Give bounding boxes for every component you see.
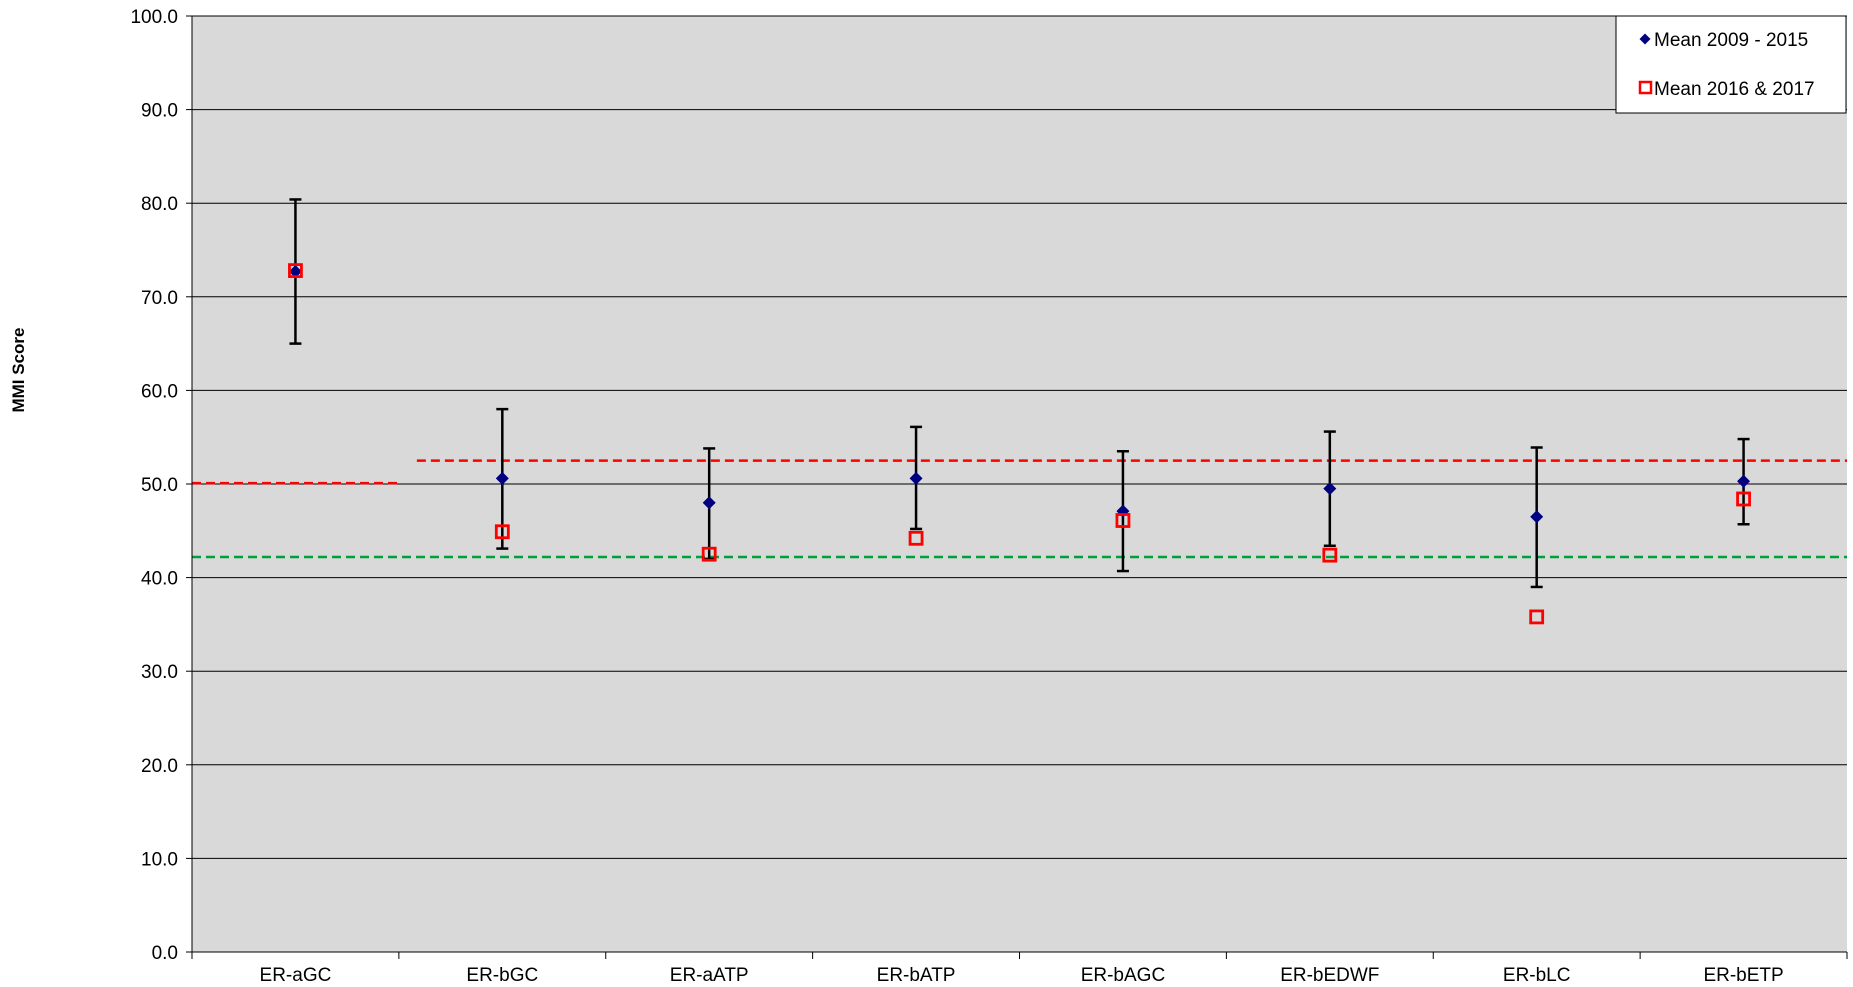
square-marker [1115, 513, 1131, 528]
y-tick-label: 90.0 [141, 101, 178, 122]
square-marker [1736, 491, 1751, 507]
square-marker [1529, 609, 1545, 625]
y-tick-label: 50.0 [141, 475, 178, 496]
diamond-marker [495, 471, 509, 485]
y-tick-label: 40.0 [141, 569, 178, 590]
x-tick-label: ER-aGC [260, 965, 332, 986]
square-marker [908, 530, 924, 546]
legend-box [1615, 15, 1847, 114]
legend: Mean 2009 - 2015 Mean 2016 & 2017 [1615, 15, 1847, 114]
diamond-marker [909, 471, 923, 485]
legend-square-icon [1638, 80, 1653, 95]
data-markers [288, 263, 1751, 625]
square-marker [288, 263, 303, 278]
diamond-marker [1530, 510, 1544, 524]
x-tick-label: ER-bATP [877, 965, 956, 986]
axes: 0.0 10.0 20.0 30.0 40.0 50.0 60.0 70.0 80.0 90.0 1… [130, 7, 1848, 986]
diamond-marker [288, 265, 302, 279]
y-tick-label: 10.0 [141, 849, 178, 870]
reference-lines [192, 459, 1847, 559]
y-tick-label: 30.0 [141, 662, 178, 683]
y-tick-label: 0.0 [152, 943, 178, 964]
y-tick-label: 100.0 [130, 7, 178, 28]
diamond-marker [1323, 482, 1337, 496]
diamond-marker [1737, 474, 1751, 488]
gridlines [192, 15, 1847, 859]
y-tick-label: 80.0 [141, 194, 178, 215]
square-marker [1322, 547, 1338, 563]
legend-diamond-icon [1639, 33, 1651, 45]
square-marker [494, 524, 510, 540]
square-marker [701, 546, 717, 562]
y-tick-label: 20.0 [141, 756, 178, 777]
legend-label-series-1: Mean 2009 - 2015 [1654, 30, 1808, 51]
x-tick-label: ER-bEDWF [1280, 965, 1379, 986]
y-axis-title: MMI Score [9, 327, 28, 412]
diamond-marker [702, 496, 716, 510]
x-tick-label: ER-bAGC [1081, 965, 1165, 986]
x-tick-label: ER-aATP [670, 965, 749, 986]
legend-label-series-2: Mean 2016 & 2017 [1654, 79, 1815, 100]
x-tick-label: ER-bETP [1703, 965, 1783, 986]
y-tick-label: 70.0 [141, 288, 178, 309]
x-tick-label: ER-bLC [1503, 965, 1571, 986]
y-tick-label: 60.0 [141, 381, 178, 402]
x-tick-label: ER-bGC [466, 965, 538, 986]
